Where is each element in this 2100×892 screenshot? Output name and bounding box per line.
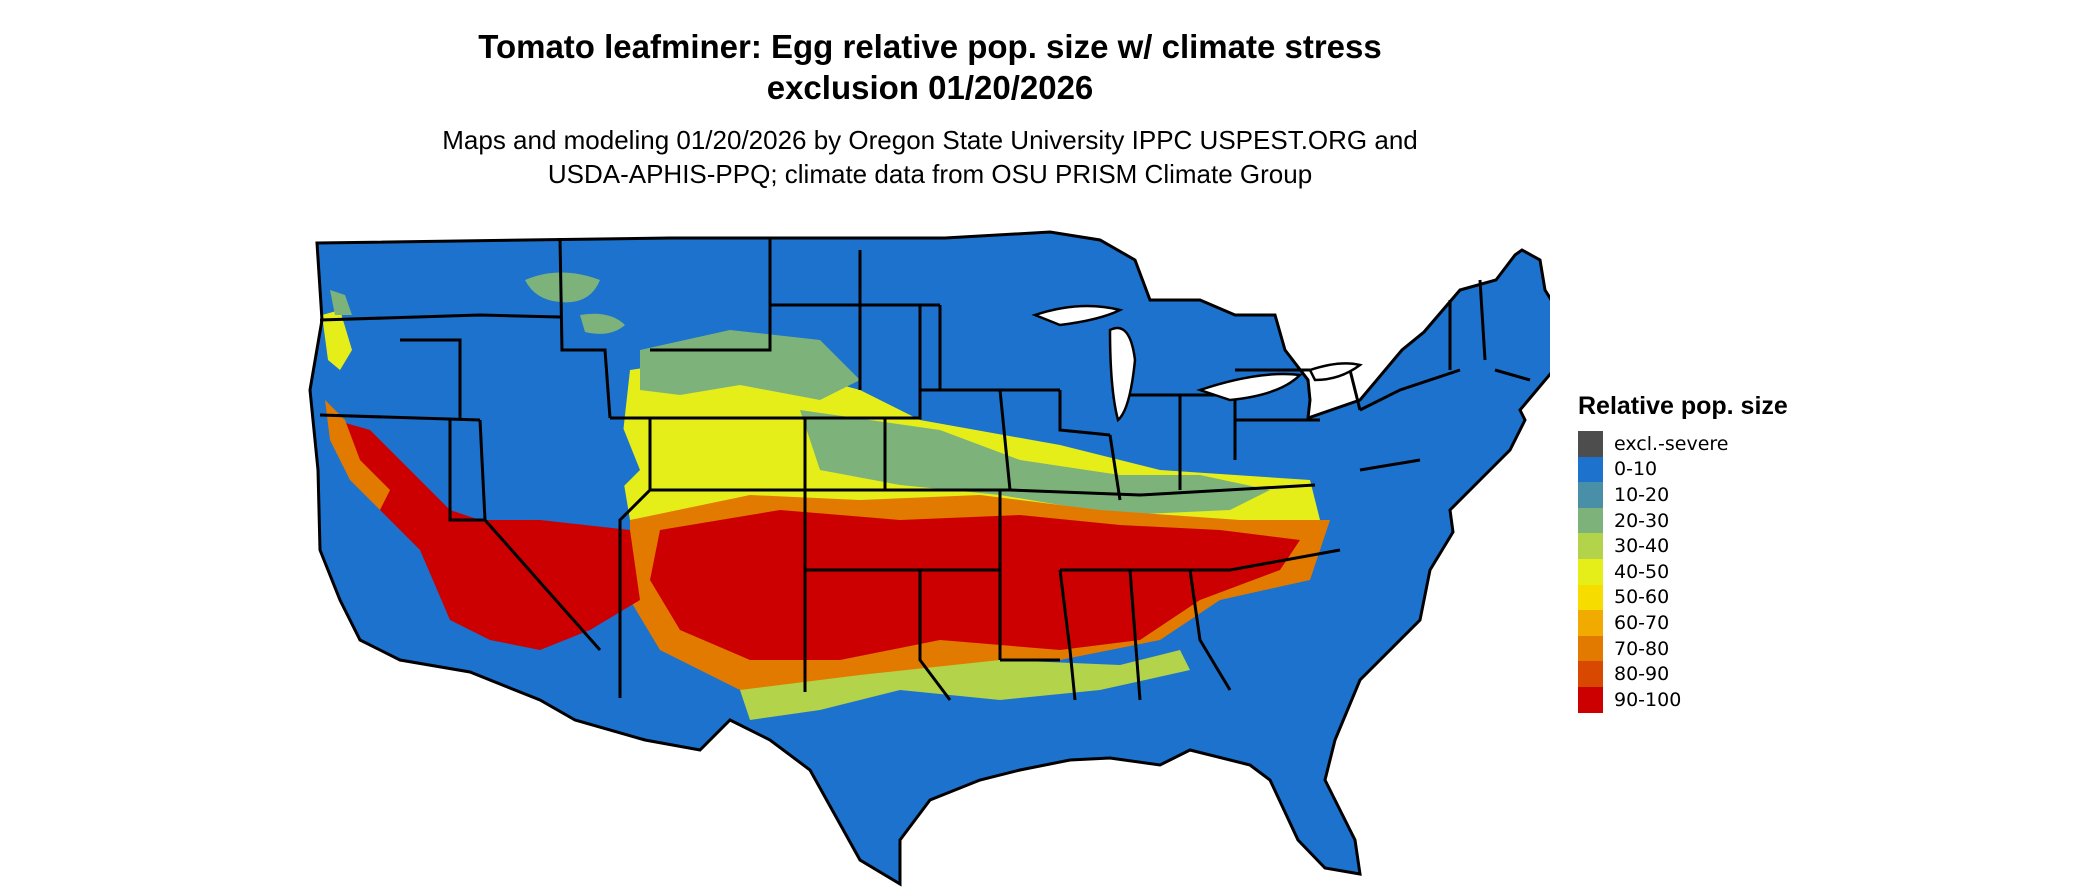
zone-highlands-0-10 (490, 420, 640, 515)
legend-swatch (1578, 686, 1603, 713)
legend-label: 40-50 (1614, 560, 1670, 583)
legend-label: 10-20 (1614, 483, 1670, 506)
risk-zones (310, 232, 1550, 884)
legend-swatch (1578, 431, 1603, 457)
map-title-line-2: exclusion 01/20/2026 (766, 69, 1094, 106)
legend-label: excl.-severe (1614, 432, 1729, 455)
us-risk-map (308, 230, 1550, 887)
legend-swatch (1578, 507, 1603, 534)
zone-plains-20-30 (640, 330, 1270, 515)
legend-item: 40-50 (1578, 558, 1788, 585)
legend-items: excl.-severe 0-10 10-20 20-30 30-40 40-50 50-6… (1578, 431, 1788, 713)
great-lakes (1031, 304, 1363, 423)
zone-california-70-80 (325, 400, 390, 510)
map-subtitle: Maps and modeling 01/20/2026 by Oregon S… (0, 123, 1860, 191)
legend-item: 80-90 (1578, 661, 1788, 687)
legend-label: 30-40 (1614, 535, 1670, 558)
legend-label: 80-90 (1614, 663, 1670, 686)
us-outline (308, 230, 1550, 887)
legend-swatch (1578, 533, 1603, 559)
legend-title: Relative pop. size (1578, 392, 1788, 420)
legend-label: 90-100 (1614, 688, 1682, 711)
legend-label: 70-80 (1614, 637, 1670, 660)
legend-item: 90-100 (1578, 686, 1788, 713)
legend-swatch (1578, 558, 1603, 585)
legend-label: 50-60 (1614, 586, 1670, 609)
map-title: Tomato leafminer: Egg relative pop. size… (0, 26, 1860, 108)
legend-item: 70-80 (1578, 635, 1788, 662)
legend-item: 60-70 (1578, 610, 1788, 636)
zone-south-90-100 (650, 510, 1300, 660)
zone-pacific-nw-40-50 (322, 310, 352, 370)
legend-swatch (1578, 482, 1603, 508)
legend-item: excl.-severe (1578, 431, 1788, 457)
legend-item: 50-60 (1578, 584, 1788, 611)
zone-montana-20-30 (525, 272, 625, 334)
legend-item: 20-30 (1578, 507, 1788, 534)
map-title-line-1: Tomato leafminer: Egg relative pop. size… (478, 28, 1382, 65)
state-borders (319, 237, 1531, 701)
legend-item: 10-20 (1578, 482, 1788, 508)
legend-swatch (1578, 635, 1603, 662)
zone-pacific-nw-20-30 (330, 290, 352, 315)
legend-item: 30-40 (1578, 533, 1788, 559)
legend-label: 60-70 (1614, 611, 1670, 634)
legend-swatch (1578, 661, 1603, 687)
legend: Relative pop. size excl.-severe 0-10 10-20… (1578, 392, 1788, 713)
zone-gulf-30-40 (740, 650, 1190, 720)
legend-swatch (1578, 456, 1603, 483)
legend-label: 20-30 (1614, 509, 1670, 532)
map-subtitle-line-2: USDA-APHIS-PPQ; climate data from OSU PR… (547, 159, 1313, 189)
legend-swatch (1578, 610, 1603, 636)
zone-southwest-90-100 (335, 420, 640, 650)
legend-item: 0-10 (1578, 456, 1788, 483)
legend-label: 0-10 (1614, 458, 1658, 481)
legend-swatch (1578, 584, 1603, 611)
map-subtitle-line-1: Maps and modeling 01/20/2026 by Oregon S… (442, 125, 1418, 155)
